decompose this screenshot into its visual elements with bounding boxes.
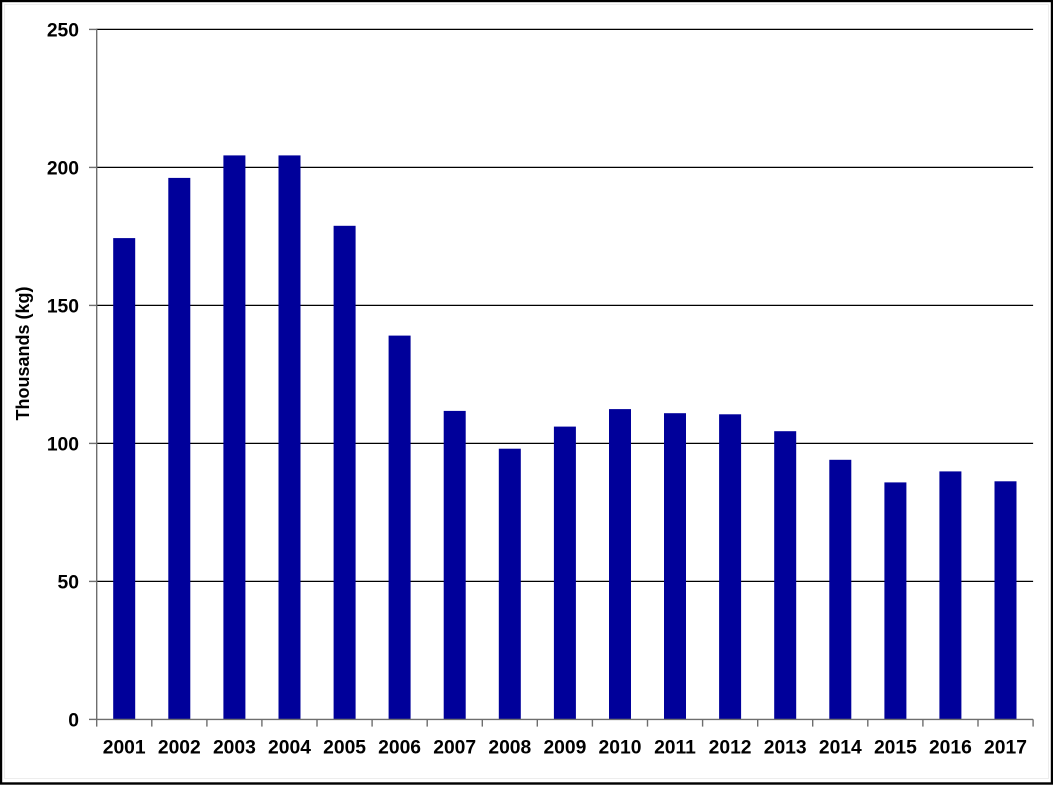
svg-text:100: 100 xyxy=(47,434,79,455)
svg-text:2017: 2017 xyxy=(984,738,1027,759)
svg-text:2014: 2014 xyxy=(819,738,862,759)
svg-text:2011: 2011 xyxy=(654,738,696,759)
svg-text:2015: 2015 xyxy=(874,738,917,759)
svg-text:2006: 2006 xyxy=(378,738,421,759)
svg-text:2008: 2008 xyxy=(488,738,531,759)
svg-text:50: 50 xyxy=(58,572,79,593)
svg-text:2012: 2012 xyxy=(709,738,752,759)
svg-text:2007: 2007 xyxy=(433,738,476,759)
svg-text:2004: 2004 xyxy=(268,738,311,759)
svg-text:2009: 2009 xyxy=(543,738,586,759)
svg-text:2002: 2002 xyxy=(158,738,201,759)
svg-text:Thousands (kg): Thousands (kg) xyxy=(13,286,33,420)
svg-text:2005: 2005 xyxy=(323,738,366,759)
svg-text:200: 200 xyxy=(47,158,79,179)
svg-text:2001: 2001 xyxy=(103,738,146,759)
svg-text:2003: 2003 xyxy=(213,738,256,759)
svg-text:2010: 2010 xyxy=(599,738,642,759)
svg-text:2013: 2013 xyxy=(764,738,807,759)
svg-text:150: 150 xyxy=(47,296,79,317)
svg-text:250: 250 xyxy=(47,20,79,41)
svg-text:0: 0 xyxy=(68,710,79,731)
svg-text:2016: 2016 xyxy=(929,738,972,759)
